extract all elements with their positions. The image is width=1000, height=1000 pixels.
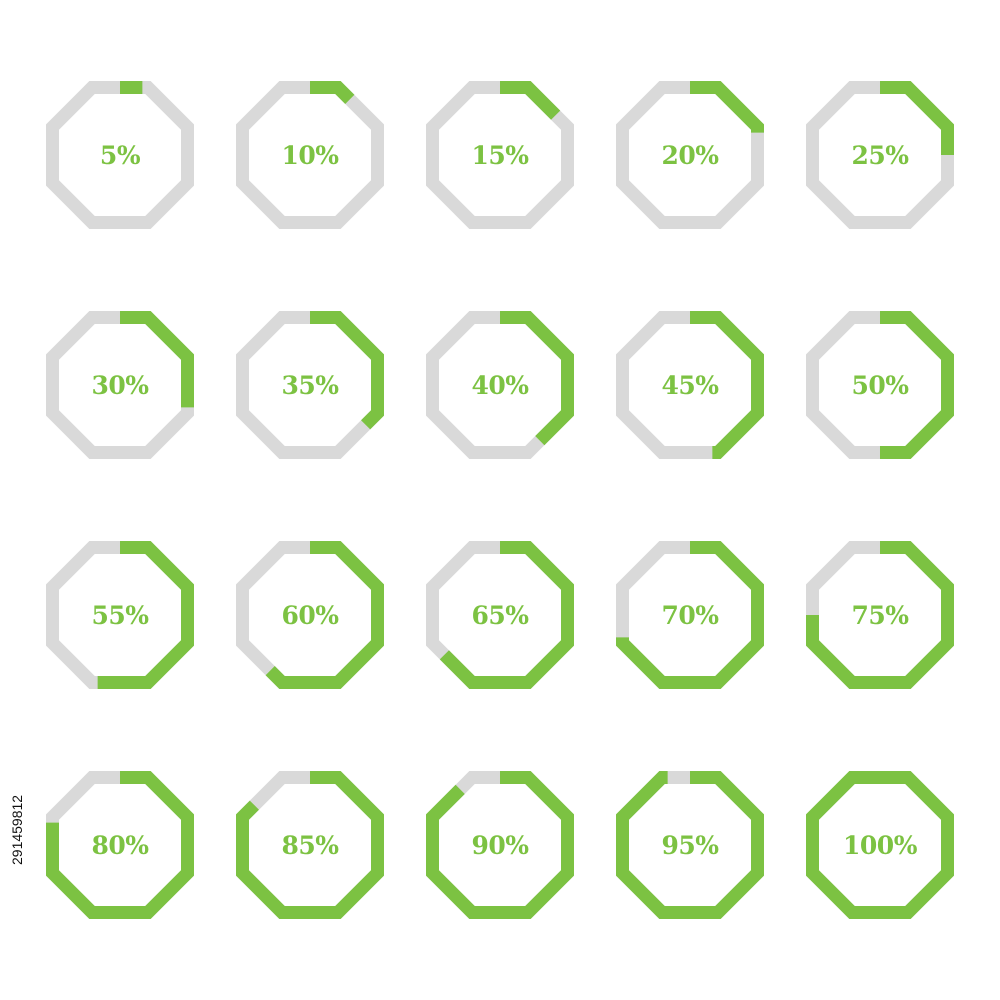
- progress-badge: 65%: [420, 535, 580, 695]
- percent-label: 70%: [661, 600, 719, 630]
- percent-label: 50%: [851, 370, 909, 400]
- octagon-ring: [426, 541, 574, 689]
- progress-fill: [806, 771, 954, 919]
- octagon-ring: [236, 81, 384, 229]
- percent-label: 80%: [91, 830, 149, 860]
- progress-fill: [236, 541, 384, 689]
- progress-fill: [616, 81, 764, 229]
- progress-fill: [236, 771, 384, 919]
- progress-badge: 80%: [40, 765, 200, 925]
- progress-fill: [616, 771, 764, 919]
- octagon-ring: [236, 771, 384, 919]
- progress-badge: 70%: [610, 535, 770, 695]
- progress-badge: 90%: [420, 765, 580, 925]
- progress-fill: [426, 81, 574, 229]
- percent-label: 75%: [851, 600, 909, 630]
- percent-label: 85%: [281, 830, 339, 860]
- octagon-ring: [46, 81, 194, 229]
- percent-label: 20%: [661, 140, 719, 170]
- octagon-ring: [616, 311, 764, 459]
- octagon-ring: [426, 771, 574, 919]
- progress-badge: 100%: [800, 765, 960, 925]
- progress-fill: [46, 311, 194, 459]
- percent-label: 15%: [471, 140, 529, 170]
- octagon-ring: [806, 311, 954, 459]
- progress-fill: [616, 541, 764, 689]
- progress-fill: [806, 311, 954, 459]
- percent-label: 5%: [99, 140, 141, 170]
- progress-fill: [46, 771, 194, 919]
- percent-label: 45%: [661, 370, 719, 400]
- progress-badge: 85%: [230, 765, 390, 925]
- octagon-ring: [46, 541, 194, 689]
- progress-badge: 60%: [230, 535, 390, 695]
- percent-label: 30%: [91, 370, 149, 400]
- progress-fill: [426, 311, 574, 459]
- progress-badge: 15%: [420, 75, 580, 235]
- progress-badge: 55%: [40, 535, 200, 695]
- octagon-ring: [426, 311, 574, 459]
- progress-fill: [46, 541, 194, 689]
- progress-badge: 50%: [800, 305, 960, 465]
- percent-label: 100%: [843, 830, 917, 860]
- octagon-ring: [616, 541, 764, 689]
- percent-label: 60%: [281, 600, 339, 630]
- octagon-ring: [426, 81, 574, 229]
- progress-track: [46, 81, 194, 229]
- progress-badge: 10%: [230, 75, 390, 235]
- progress-badge: 45%: [610, 305, 770, 465]
- progress-badge: 30%: [40, 305, 200, 465]
- octagon-ring: [806, 771, 954, 919]
- progress-badge: 95%: [610, 765, 770, 925]
- progress-badge: 25%: [800, 75, 960, 235]
- octagon-ring: [46, 311, 194, 459]
- octagon-ring: [616, 771, 764, 919]
- percent-label: 95%: [661, 830, 719, 860]
- percent-label: 90%: [471, 830, 529, 860]
- percent-label: 10%: [281, 140, 339, 170]
- progress-badge: 75%: [800, 535, 960, 695]
- percent-label: 55%: [91, 600, 149, 630]
- octagon-ring: [236, 311, 384, 459]
- percent-label: 65%: [471, 600, 529, 630]
- progress-track: [236, 81, 384, 229]
- octagon-ring: [616, 81, 764, 229]
- percent-label: 25%: [851, 140, 909, 170]
- progress-fill: [616, 311, 764, 459]
- progress-fill: [426, 541, 574, 689]
- stock-id-watermark: 291459812: [9, 794, 25, 866]
- octagon-ring: [806, 541, 954, 689]
- progress-fill: [236, 311, 384, 459]
- progress-fill: [806, 541, 954, 689]
- octagon-ring: [236, 541, 384, 689]
- progress-fill: [426, 771, 574, 919]
- progress-badge: 35%: [230, 305, 390, 465]
- progress-badge: 40%: [420, 305, 580, 465]
- percent-label: 40%: [471, 370, 529, 400]
- octagon-ring: [46, 771, 194, 919]
- progress-badge: 5%: [40, 75, 200, 235]
- progress-fill: [806, 81, 954, 229]
- percent-label: 35%: [281, 370, 339, 400]
- progress-badge: 20%: [610, 75, 770, 235]
- octagon-ring: [806, 81, 954, 229]
